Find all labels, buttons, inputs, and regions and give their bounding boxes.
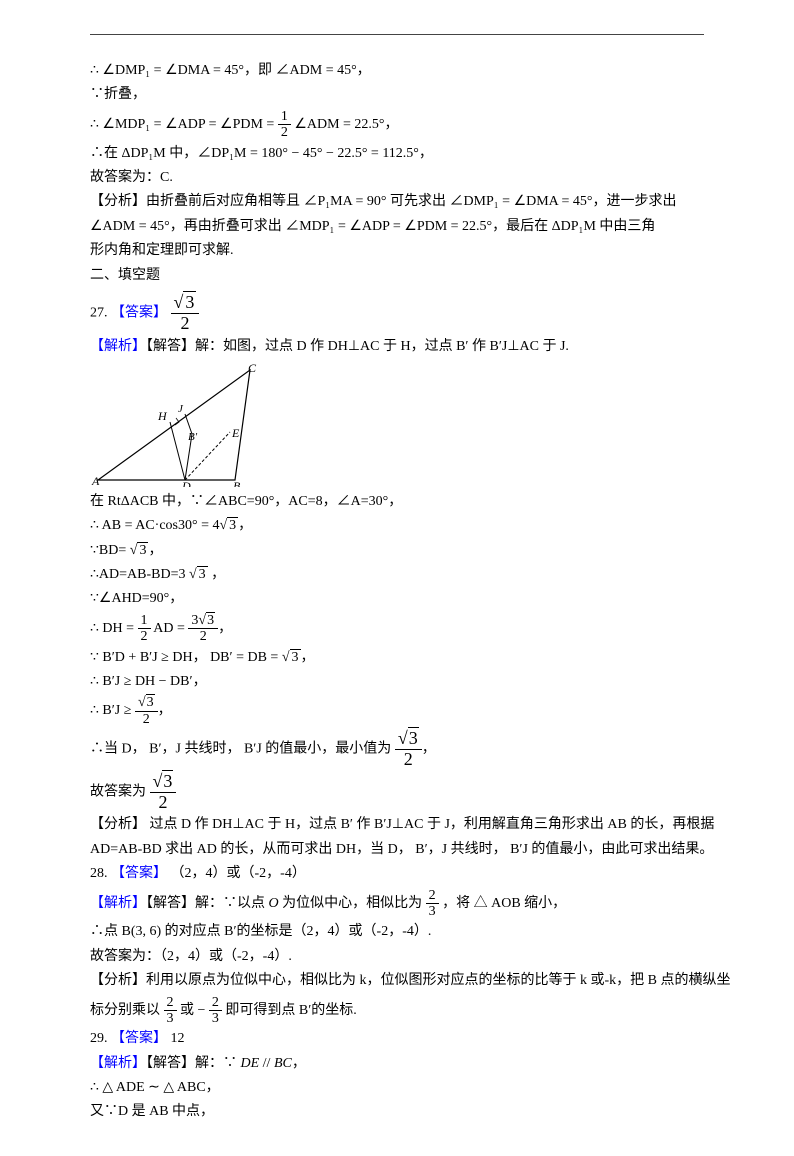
q28-fx2: 标分别乘以 2 3 或 − 2 3 即可得到点 B′的坐标.	[90, 995, 704, 1027]
page-content: ∴ ∠DMP₁ = ∠DMA = 45°，即 ∠ADM = 45°， ∵折叠， …	[0, 0, 794, 1156]
svg-text:J: J	[178, 403, 184, 415]
svg-text:E: E	[231, 426, 240, 440]
q27-analysis: 【解析】【解答】解：如图，过点 D 作 DH⊥AC 于 H，过点 B′ 作 B′…	[90, 336, 704, 358]
section-2-header: 二、填空题	[90, 265, 704, 287]
q28-ana: 【解析】【解答】解：∵以点 O 为位似中心，相似比为 2 3 ，将 △ AOB …	[90, 888, 704, 920]
frac-r3-2-b: √3 2	[395, 729, 422, 770]
svg-text:H: H	[157, 409, 168, 423]
answer-label-29: 【答案】	[111, 1031, 167, 1046]
q27-answer-frac: √3 2	[171, 293, 200, 334]
svg-text:D: D	[181, 479, 191, 487]
q29-ana: 【解析】【解答】解：∵ DE // BC，	[90, 1053, 704, 1075]
dh-line-5: ∴当 D， B′，J 共线时， B′J 的值最小，最小值为 √3 2 ，	[90, 729, 704, 770]
sqrt3-d: √3	[282, 649, 301, 665]
rt-line-1: 在 RtΔACB 中，∵∠ABC=90°，AC=8，∠A=30°，	[90, 491, 704, 513]
frac-r3-2-c: √3 2	[150, 772, 177, 813]
q28-l2: ∴点 B(3, 6) 的对应点 B′的坐标是（2，4）或（-2，-4）.	[90, 921, 704, 943]
line-2: ∵折叠，	[90, 84, 704, 106]
q29-l3: 又∵D 是 AB 中点，	[90, 1101, 704, 1123]
frac-3r3-2: 3√3 2	[188, 613, 218, 645]
analysis-label: 【解析】	[90, 339, 146, 354]
q29-l2: ∴ △ ADE ∼ △ ABC，	[90, 1077, 704, 1099]
q28-ans-val: （2，4）或（-2，-4）	[171, 866, 306, 881]
line-1: ∴ ∠DMP₁ = ∠DMA = 45°，即 ∠ADM = 45°，	[90, 60, 704, 82]
analysis-label-29: 【解析】	[90, 1056, 146, 1071]
answer-label: 【答案】	[111, 305, 167, 320]
svg-text:A: A	[91, 474, 100, 487]
rt-line-5: ∵∠AHD=90°，	[90, 588, 704, 610]
q28-l3: 故答案为：（2，4）或（-2，-4）.	[90, 946, 704, 968]
dh-line-6: 故答案为 √3 2	[90, 772, 704, 813]
sqrt3-a: √3	[219, 517, 238, 533]
rt-line-3: ∵BD= √3，	[90, 540, 704, 562]
frac-half-2: 1 2	[138, 613, 151, 645]
q28-num: 28.	[90, 866, 108, 881]
frac-2-3-c: 2 3	[209, 995, 222, 1027]
line-8: 形内角和定理即可求解.	[90, 240, 704, 262]
dh-line-1: ∴ DH = 1 2 AD = 3√3 2 ，	[90, 613, 704, 645]
q29-num: 29.	[90, 1031, 108, 1046]
answer-label-28: 【答案】	[111, 866, 167, 881]
line-3a: ∴ ∠MDP₁ = ∠ADP = ∠PDM =	[90, 117, 278, 132]
neg-sign: −	[198, 1003, 209, 1018]
line-6: 【分析】由折叠前后对应角相等且 ∠P₁MA = 90° 可先求出 ∠DMP₁ =…	[90, 191, 704, 213]
svg-text:C: C	[248, 362, 257, 375]
svg-text:B′: B′	[188, 431, 198, 443]
q28-fx: 【分析】利用以原点为位似中心，相似比为 k，位似图形对应点的坐标的比等于 k 或…	[90, 970, 704, 992]
q27-ana-text: 【解答】解：如图，过点 D 作 DH⊥AC 于 H，过点 B′ 作 B′J⊥AC…	[146, 339, 569, 354]
frac-half: 1 2	[278, 109, 291, 141]
rt-line-2: ∴ AB = AC·cos30° = 4√3，	[90, 515, 704, 537]
svg-text:B: B	[233, 479, 241, 487]
body: ∴ ∠DMP₁ = ∠DMA = 45°，即 ∠ADM = 45°， ∵折叠， …	[90, 60, 704, 1124]
line-4: ∴在 ΔDP₁M 中，∠DP₁M = 180° − 45° − 22.5° = …	[90, 143, 704, 165]
line-5: 故答案为：C.	[90, 167, 704, 189]
q27-fx-2: AD=AB-BD 求出 AD 的长，从而可求出 DH，当 D， B′，J 共线时…	[90, 839, 704, 861]
q29-line: 29. 【答案】 12	[90, 1028, 704, 1050]
page-rule	[90, 34, 704, 35]
q27-num: 27.	[90, 305, 108, 320]
sqrt3-b: √3	[130, 542, 149, 558]
line-7: ∠ADM = 45°，再由折叠可求出 ∠MDP₁ = ∠ADP = ∠PDM =…	[90, 216, 704, 238]
sqrt3-c: √3	[189, 566, 208, 582]
q27-fx-1: 【分析】 过点 D 作 DH⊥AC 于 H，过点 B′ 作 B′J⊥AC 于 J…	[90, 814, 704, 836]
dh-line-3: ∴ B′J ≥ DH − DB′，	[90, 671, 704, 693]
dh-line-4: ∴ B′J ≥ √3 2 ，	[90, 695, 704, 727]
q29-ans-val: 12	[171, 1031, 185, 1046]
analysis-label-28: 【解析】	[90, 896, 146, 911]
rt-line-4: ∴AD=AB-BD=3 √3 ，	[90, 564, 704, 586]
line-3: ∴ ∠MDP₁ = ∠ADP = ∠PDM = 1 2 ∠ADM = 22.5°…	[90, 109, 704, 141]
q28-line: 28. 【答案】 （2，4）或（-2，-4）	[90, 863, 704, 885]
frac-2-3: 2 3	[426, 888, 439, 920]
dh-line-2: ∵ B′D + B′J ≥ DH， DB′ = DB = √3，	[90, 647, 704, 669]
frac-2-3-b: 2 3	[164, 995, 177, 1027]
geometry-diagram: A D B C H J B′ E	[90, 362, 270, 487]
frac-r3-2-a: √3 2	[135, 695, 158, 727]
line-3b: ∠ADM = 22.5°，	[294, 117, 398, 132]
q27-line: 27. 【答案】 √3 2	[90, 293, 704, 334]
